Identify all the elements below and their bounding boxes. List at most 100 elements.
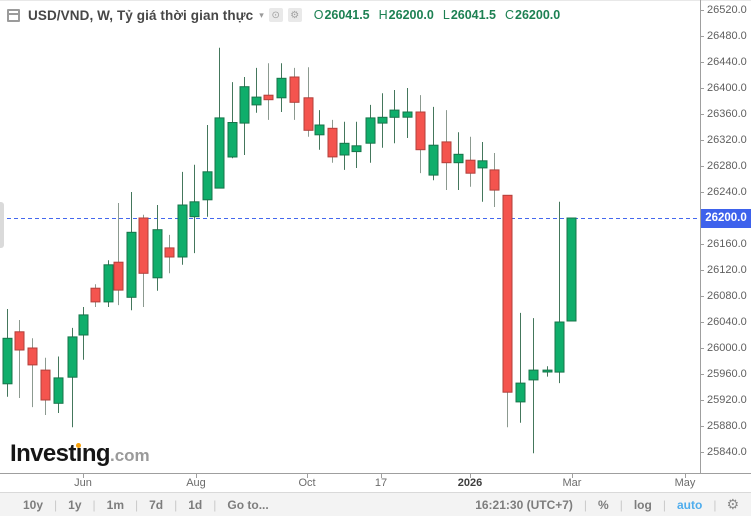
symbol-menu-icon[interactable] xyxy=(7,8,20,22)
candle-body xyxy=(189,201,200,218)
ohlc-high-label: H xyxy=(378,8,388,22)
last-price-tag: 26200.0 xyxy=(701,208,751,228)
candle-body xyxy=(214,117,225,189)
candle-body xyxy=(327,127,338,158)
candle-body xyxy=(251,96,262,106)
candle-body xyxy=(289,76,300,103)
candle-body xyxy=(365,117,376,144)
price-axis-label: 26400.0 xyxy=(707,82,747,94)
toolbar-separator: | xyxy=(662,497,666,512)
symbol-title[interactable]: USD/VND, W, Tỷ giá thời gian thực xyxy=(28,7,254,23)
investing-logo[interactable]: Investıng.com xyxy=(10,440,150,470)
range-button-1m[interactable]: 1m xyxy=(106,497,124,512)
price-axis[interactable]: 26200.0 26520.0 26480.0 26440.0 26400.0 2636… xyxy=(700,0,751,473)
price-axis-label: 26320.0 xyxy=(707,134,747,146)
range-button-1y[interactable]: 1y xyxy=(68,497,82,512)
candle-body xyxy=(27,347,38,366)
candle-body xyxy=(377,116,388,124)
time-tick-mark xyxy=(381,474,382,478)
toolbar-separator: | xyxy=(92,497,96,512)
candle-body xyxy=(351,145,362,153)
candle-body xyxy=(2,337,13,385)
time-axis-label: 2026 xyxy=(457,477,483,489)
range-selector-group: 10y | 1y | 1m | 7d | 1d | Go to... xyxy=(12,498,280,512)
logo-tld: .com xyxy=(109,446,150,465)
time-axis-label: Oct xyxy=(298,477,316,489)
bottom-toolbar: 10y | 1y | 1m | 7d | 1d | Go to... 16:21:30 (UTC+7… xyxy=(0,492,751,516)
left-panel-handle[interactable] xyxy=(0,202,4,248)
candle-body xyxy=(303,97,314,131)
candle-body xyxy=(202,171,213,201)
ohlc-open: O 26041.5 xyxy=(314,8,370,22)
ohlc-open-value: 26041.5 xyxy=(324,8,370,22)
toolbar-separator: | xyxy=(54,497,58,512)
candle-body xyxy=(126,231,137,298)
candlestick-chart[interactable] xyxy=(0,0,751,473)
candle-body xyxy=(152,229,163,279)
time-tick-mark xyxy=(196,474,197,478)
candle-body xyxy=(14,331,25,351)
candle-body xyxy=(103,264,114,303)
candle-body xyxy=(164,247,175,258)
chevron-down-icon[interactable]: ▾ xyxy=(259,9,264,20)
candle-body xyxy=(314,124,325,136)
time-axis[interactable]: Jun Aug Oct 17 2026 Mar May xyxy=(0,473,751,492)
candle-body xyxy=(566,217,577,322)
time-tick-mark xyxy=(470,474,471,478)
time-tick-mark xyxy=(83,474,84,478)
time-axis-label: Jun xyxy=(74,477,92,489)
price-axis-label: 26040.0 xyxy=(707,316,747,328)
price-axis-label: 25840.0 xyxy=(707,446,747,458)
range-button-7d[interactable]: 7d xyxy=(149,497,164,512)
auto-scale-button[interactable]: auto xyxy=(676,497,703,512)
range-button-10y[interactable]: 10y xyxy=(23,497,44,512)
toolbar-right-group: 16:21:30 (UTC+7) | % | log | auto | ⚙ xyxy=(464,496,739,513)
toolbar-separator: | xyxy=(583,497,588,512)
price-axis-label: 26360.0 xyxy=(707,108,747,120)
candle-body xyxy=(78,314,89,336)
toolbar-separator: | xyxy=(713,497,717,512)
logo-text-head: Invest xyxy=(10,440,76,467)
price-axis-label: 25960.0 xyxy=(707,368,747,380)
ohlc-high: H 26200.0 xyxy=(379,8,434,22)
candle-body xyxy=(90,287,101,303)
ohlc-close: C 26200.0 xyxy=(505,8,560,22)
price-axis-label: 26440.0 xyxy=(707,56,747,68)
ohlc-high-value: 26200.0 xyxy=(388,8,434,22)
ohlc-open-label: O xyxy=(313,8,324,22)
candle-body xyxy=(542,369,553,373)
candle-body xyxy=(477,160,488,169)
eye-icon[interactable]: ⊙ xyxy=(268,8,283,22)
price-axis-label: 26000.0 xyxy=(707,342,747,354)
range-button-1d[interactable]: 1d xyxy=(188,497,203,512)
ohlc-readout: O 26041.5 H 26200.0 L 26041.5 C 26200.0 xyxy=(314,8,570,22)
time-axis-label: 17 xyxy=(374,477,388,489)
chart-settings-gear-icon[interactable]: ⚙ xyxy=(726,496,739,512)
candle-body xyxy=(502,194,513,393)
gear-icon[interactable]: ⚙ xyxy=(287,8,302,22)
chart-legend: USD/VND, W, Tỷ giá thời gian thực ▾ ⊙ ⚙ … xyxy=(7,6,569,24)
percent-scale-button[interactable]: % xyxy=(598,497,609,512)
ohlc-low-label: L xyxy=(442,8,450,22)
log-scale-button[interactable]: log xyxy=(633,497,652,512)
candle-body xyxy=(453,153,464,164)
price-axis-label: 25920.0 xyxy=(707,394,747,406)
ohlc-close-label: C xyxy=(505,8,515,22)
candle-body xyxy=(489,169,500,191)
candle-body xyxy=(177,204,188,258)
candle-body xyxy=(40,369,51,401)
candle-body xyxy=(138,217,149,274)
candle-body xyxy=(263,94,274,101)
clock-readout[interactable]: 16:21:30 (UTC+7) xyxy=(475,497,573,512)
go-to-date-button[interactable]: Go to... xyxy=(227,497,269,512)
candle-body xyxy=(239,86,250,124)
price-axis-label: 26080.0 xyxy=(707,290,747,302)
price-axis-label: 26120.0 xyxy=(707,264,747,276)
price-axis-label: 26480.0 xyxy=(707,30,747,42)
time-tick-mark xyxy=(572,474,573,478)
price-axis-label: 25880.0 xyxy=(707,420,747,432)
toolbar-separator: | xyxy=(619,497,623,512)
ohlc-low-value: 26041.5 xyxy=(450,8,496,22)
top-border xyxy=(0,0,751,1)
